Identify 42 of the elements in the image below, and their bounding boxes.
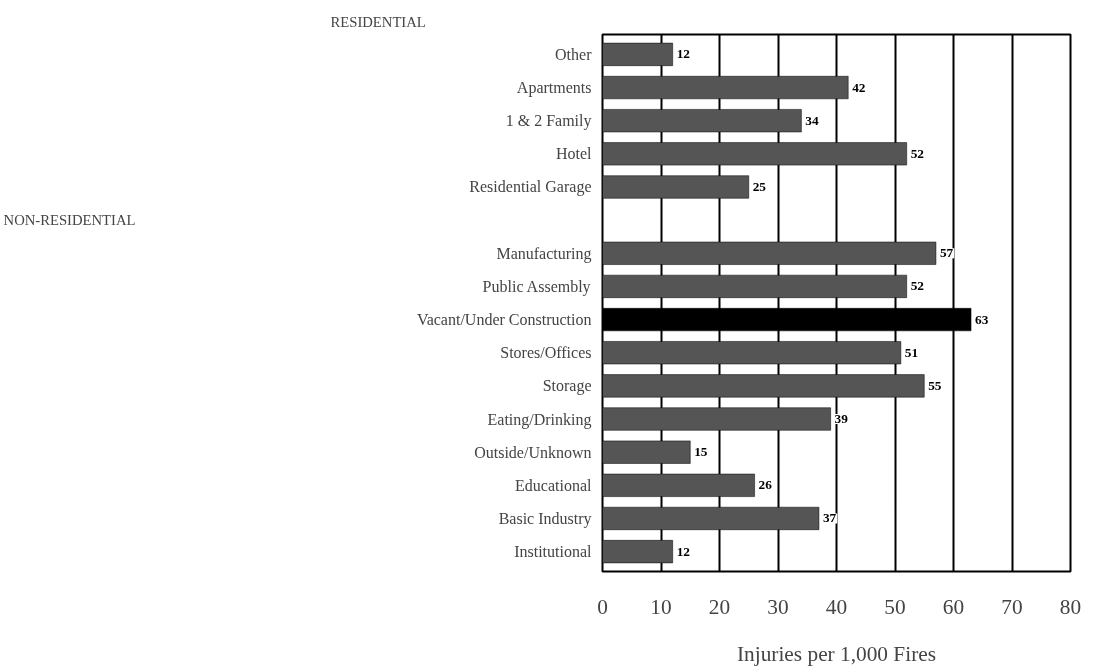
data-label: 42	[852, 79, 866, 95]
data-label: 52	[910, 145, 925, 161]
x-tick-label: 40	[825, 594, 848, 619]
y-tick-label: Apartments	[516, 79, 592, 98]
x-tick-label: 30	[767, 594, 789, 619]
data-label: 12	[676, 543, 691, 559]
y-tick-label: Residential Garage	[469, 178, 592, 197]
x-tick-label: 80	[1059, 594, 1082, 619]
x-axis-title: Injuries per 1,000 Fires	[736, 641, 937, 666]
data-label: 37	[822, 510, 837, 526]
y-tick-label: 1 & 2 Family	[505, 112, 592, 131]
data-label: 55	[928, 377, 942, 393]
y-tick-label: Other	[555, 45, 593, 63]
y-tick-label: Storage	[542, 377, 592, 396]
data-label: 25	[752, 178, 767, 194]
x-tick-label: 50	[884, 594, 906, 619]
data-label: 12	[676, 46, 691, 62]
y-tick-label: Public Assembly	[482, 277, 591, 296]
y-tick-label: Outside/Unknown	[474, 443, 592, 461]
y-tick-label: Manufacturing	[496, 244, 592, 263]
y-tick-label: Hotel	[555, 145, 593, 163]
y-tick-label: Educational	[515, 476, 593, 494]
y-tick-label: Stores/Offices	[500, 344, 592, 362]
data-label: 51	[904, 344, 919, 360]
data-label: 34	[805, 112, 819, 128]
x-tick-label: 60	[942, 594, 965, 619]
data-label: 26	[758, 477, 773, 493]
x-tick-label: 70	[1001, 594, 1023, 619]
x-tick-label: 0	[597, 594, 608, 619]
data-label: 15	[694, 444, 708, 460]
y-tick-label: Basic Industry	[498, 509, 592, 528]
text: RESIDENTIAL	[330, 13, 426, 30]
data-label: 57	[939, 245, 954, 261]
y-tick-label: Vacant/Under Construction	[416, 311, 592, 329]
text: NON-RESIDENTIAL	[3, 212, 136, 229]
data-label: 63	[974, 311, 989, 327]
y-tick-label: Institutional	[514, 543, 593, 561]
y-tick-label: Eating/Drinking	[487, 410, 592, 429]
data-label: 39	[834, 411, 849, 427]
x-tick-label: 20	[708, 594, 731, 619]
x-tick-label: 10	[650, 594, 672, 619]
data-label: 52	[910, 278, 925, 294]
